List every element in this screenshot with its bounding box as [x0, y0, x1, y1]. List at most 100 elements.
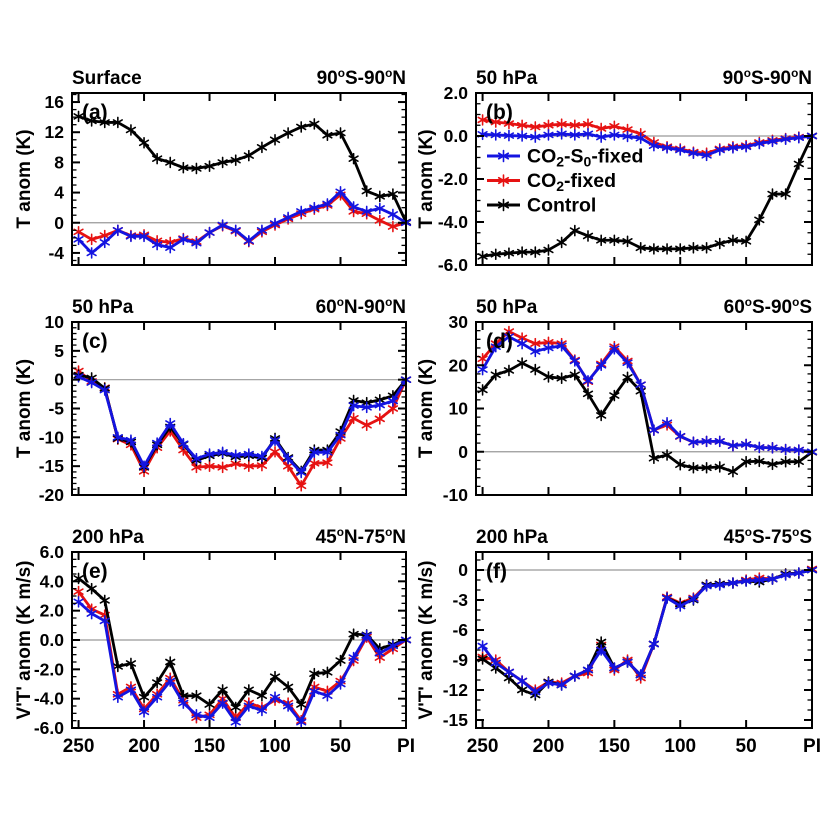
panel-b-title-left: 50 hPa	[476, 68, 538, 89]
panel-a-marker-co2-fixed	[86, 236, 97, 243]
panel-d-ytick-label: 10	[449, 399, 469, 419]
panel-d-marker-control	[740, 458, 752, 465]
panel-d-marker-co2-s0-fixed	[543, 344, 554, 352]
panel-c-marker-co2-s0-fixed	[243, 450, 254, 458]
panel-f-ytick-label: -9	[452, 650, 468, 670]
panel-e-ytick-label: -2.0	[34, 659, 64, 679]
panel-f-marker-co2-s0-fixed	[477, 642, 488, 650]
panel-f-ytick-label: -12	[443, 680, 469, 700]
panel-c-marker-co2-fixed	[322, 459, 333, 467]
panel-f-xtick-label: 150	[599, 736, 631, 757]
panel-e-marker-co2-s0-fixed	[125, 686, 137, 694]
panel-c-marker-co2-fixed	[387, 405, 399, 412]
panel-a-marker-control	[322, 131, 333, 139]
panel-d-marker-co2-s0-fixed	[490, 343, 501, 350]
panel-a-ytick-label: 8	[54, 152, 64, 172]
panel-a-marker-co2-fixed	[374, 217, 385, 224]
panel-b-marker-co2-s0-fixed	[543, 131, 554, 139]
panel-f-marker-co2-s0-fixed	[530, 688, 541, 696]
panel-a-marker-control	[112, 119, 123, 126]
panel-b-marker-co2-fixed	[596, 125, 607, 132]
panel-c-marker-co2-s0-fixed	[256, 453, 268, 460]
panel-b-ytick-label: -2.0	[438, 169, 468, 189]
panel-c-marker-co2-s0-fixed	[309, 449, 320, 456]
panel-a-marker-control	[269, 136, 281, 144]
panel-a-marker-control	[73, 113, 84, 120]
panel-b-marker-co2-s0-fixed	[477, 130, 488, 138]
legend-marker-control	[497, 201, 510, 209]
panel-d-marker-control	[714, 463, 725, 471]
panel-b-marker-control	[503, 249, 515, 257]
panel-c-marker-co2-s0-fixed	[138, 462, 150, 470]
panel-b-marker-co2-s0-fixed	[701, 152, 712, 159]
panel-b-marker-control	[675, 245, 686, 253]
panel-a-marker-co2-s0-fixed	[230, 226, 241, 234]
panel-f-marker-co2-s0-fixed	[754, 576, 765, 584]
panel-c-marker-co2-fixed	[296, 482, 307, 490]
panel-b-marker-control	[490, 250, 501, 258]
panel-b-marker-control	[516, 248, 528, 256]
panel-c-marker-co2-s0-fixed	[322, 449, 333, 456]
panel-d-marker-co2-s0-fixed	[516, 340, 528, 347]
panel-c-marker-co2-fixed	[256, 462, 268, 469]
panel-b-marker-control	[609, 236, 620, 244]
panel-e-marker-control	[322, 668, 333, 676]
panel-f-series-co2-s0-fixed	[481, 568, 813, 694]
panel-e-ytick-label: 6.0	[40, 542, 65, 562]
panel-c-marker-co2-fixed	[230, 460, 241, 468]
panel-b-marker-co2-s0-fixed	[661, 144, 673, 152]
panel-b-marker-co2-s0-fixed	[688, 149, 699, 157]
panel-f-title-right: 45oS-75oS	[724, 526, 812, 548]
panel-b-marker-control	[780, 190, 791, 198]
panel-c-marker-co2-fixed	[204, 462, 215, 470]
panel-a-marker-co2-s0-fixed	[138, 233, 150, 240]
panel-f-ytick-label: -3	[452, 590, 468, 610]
panel-b-marker-control	[767, 190, 778, 198]
panel-a-marker-co2-s0-fixed	[112, 226, 123, 234]
panel-a-marker-control	[296, 123, 307, 131]
panel-b-title-right: 90oS-90oN	[723, 67, 812, 89]
panel-a-marker-co2-s0-fixed	[361, 208, 372, 215]
panel-b-marker-co2-fixed	[530, 123, 541, 131]
panel-d-marker-co2-s0-fixed	[635, 381, 646, 389]
panel-a-marker-co2-s0-fixed	[296, 208, 307, 215]
panel-c-series-co2-s0-fixed	[77, 375, 408, 474]
panel-b-marker-control	[556, 239, 567, 246]
panel-b-marker-co2-fixed	[556, 120, 567, 128]
panel-a-marker-co2-s0-fixed	[256, 226, 268, 234]
panel-d-marker-control	[543, 373, 554, 381]
panel-d-marker-control	[675, 461, 686, 469]
panel-e-series-control	[77, 577, 407, 709]
panel-e-ytick-label: -6.0	[34, 718, 64, 738]
panel-d-marker-co2-s0-fixed	[622, 359, 633, 366]
panel-a-marker-co2-s0-fixed	[374, 205, 385, 212]
panel-e-marker-co2-s0-fixed	[361, 632, 372, 639]
panel-f-marker-control	[503, 674, 515, 682]
panel-f-marker-co2-s0-fixed	[688, 595, 699, 603]
panel-e-marker-control	[335, 657, 346, 664]
panel-e-marker-co2-s0-fixed	[374, 649, 385, 657]
panel-c-marker-co2-s0-fixed	[165, 420, 176, 427]
panel-b-marker-control	[530, 248, 541, 256]
panel-a-marker-co2-s0-fixed	[322, 200, 333, 208]
panel-f-marker-co2-s0-fixed	[675, 602, 686, 610]
panel-c-marker-co2-fixed	[361, 421, 372, 429]
panel-b-marker-co2-s0-fixed	[516, 132, 528, 140]
panel-e-marker-co2-s0-fixed	[112, 693, 123, 701]
panel-b-marker-control	[714, 240, 725, 247]
panel-b-marker-control	[569, 227, 580, 234]
panel-c-marker-co2-s0-fixed	[335, 431, 346, 439]
panel-b-ytick-label: -4.0	[438, 212, 468, 232]
panel-e-xtick-label: 100	[259, 736, 291, 757]
panel-b-marker-control	[635, 244, 646, 252]
panel-b-marker-control	[648, 245, 660, 253]
panel-f-marker-co2-s0-fixed	[609, 664, 620, 672]
panel-a-ytick-label: -4	[48, 243, 64, 263]
panel-d-marker-co2-s0-fixed	[780, 446, 791, 453]
panel-d-marker-control	[530, 366, 541, 373]
panel-e-ylabel: V'T' anom (K m/s)	[14, 561, 35, 720]
panel-b-letter: (b)	[486, 101, 513, 124]
legend-label-co2-fixed: CO2-fixed	[527, 170, 616, 194]
panel-b-marker-co2-s0-fixed	[767, 138, 778, 145]
legend-marker-co2-fixed	[497, 176, 510, 185]
